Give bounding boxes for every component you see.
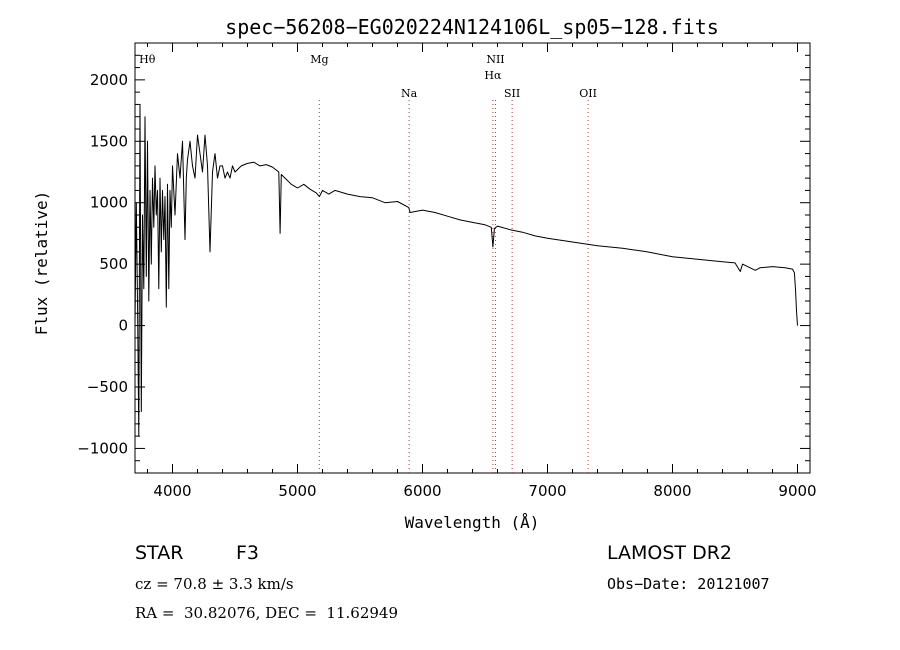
line-marker-label: Hθ	[139, 53, 156, 66]
y-tick-label: 500	[99, 255, 128, 273]
spectrum-line-group	[134, 103, 798, 437]
line-marker-label: Hα	[484, 69, 502, 82]
line-marker-label: SII	[504, 87, 520, 100]
x-tick-label: 5000	[278, 482, 316, 500]
x-axis: 4000 5000 6000 7000 8000 9000	[147, 43, 817, 500]
spectrum-line	[134, 103, 798, 437]
coordinates: RA = 30.82076, DEC = 11.62949	[135, 604, 399, 622]
line-marker-label: Na	[401, 87, 418, 100]
x-tick-label: 8000	[653, 482, 691, 500]
x-tick-label: 9000	[778, 482, 816, 500]
object-class: STAR	[135, 542, 184, 564]
x-tick-label: 4000	[153, 482, 191, 500]
observation-date: Obs−Date: 20121007	[607, 575, 770, 593]
y-tick-label: 1000	[90, 194, 128, 212]
redshift-cz: cz = 70.8 ± 3.3 km/s	[135, 575, 294, 593]
line-marker-label: Mg	[310, 53, 328, 66]
plot-frame	[134, 42, 811, 474]
y-tick-label: 1500	[90, 132, 128, 150]
x-axis-label: Wavelength (Å)	[405, 513, 540, 532]
y-tick-label: 0	[118, 317, 128, 335]
x-tick-label: 6000	[403, 482, 441, 500]
y-tick-label: −500	[87, 378, 128, 396]
y-axis: −1000 −500 0 500 1000 1500 2000	[77, 42, 810, 474]
y-axis-label: Flux (relative)	[32, 191, 51, 336]
y-tick-label: −1000	[77, 439, 128, 457]
object-subclass: F3	[236, 542, 260, 564]
survey-name: LAMOST DR2	[607, 542, 732, 564]
line-marker-label: OII	[579, 87, 597, 100]
line-marker-label: NII	[486, 53, 504, 66]
y-tick-label: 2000	[90, 71, 128, 89]
chart-title: spec−56208−EG020224N124106L_sp05−128.fit…	[225, 15, 719, 39]
x-tick-label: 7000	[528, 482, 566, 500]
